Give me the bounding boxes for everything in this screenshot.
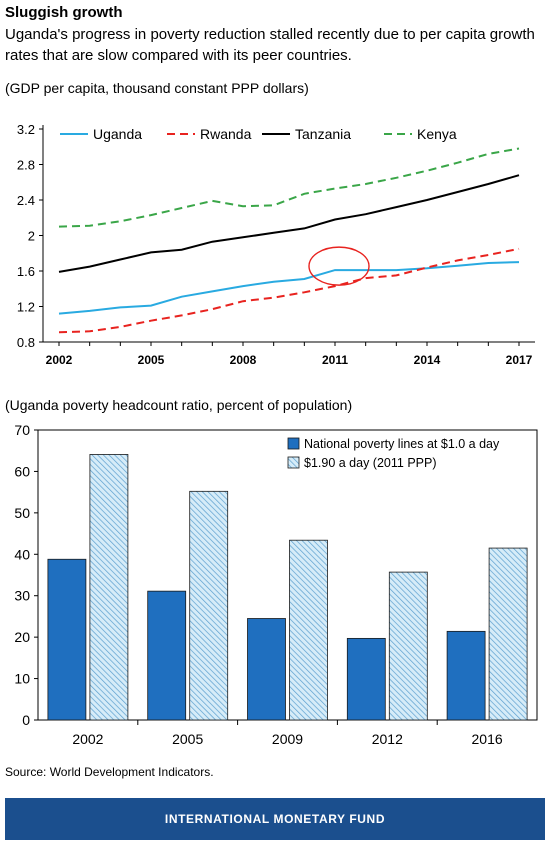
- x-tick-label: 2012: [372, 731, 403, 747]
- y-tick-label: 3.2: [17, 122, 35, 137]
- imf-footer-banner: INTERNATIONAL MONETARY FUND: [5, 798, 545, 840]
- chart-subtitle: Uganda's progress in poverty reduction s…: [5, 26, 535, 64]
- bar-usd190-2016: [488, 547, 528, 721]
- legend-label-kenya: Kenya: [417, 126, 457, 142]
- bar-chart-title: (Uganda poverty headcount ratio, percent…: [5, 397, 353, 413]
- x-tick-label: 2009: [272, 731, 303, 747]
- x-tick-label: 2002: [46, 353, 73, 367]
- legend-swatch-usd190: [287, 456, 300, 469]
- bar-usd190-2005: [189, 490, 229, 721]
- y-tick-label: 0: [22, 712, 30, 728]
- y-tick-label: 2.4: [17, 193, 35, 208]
- line-chart-title: (GDP per capita, thousand constant PPP d…: [5, 80, 309, 96]
- bar-national-2016: [446, 630, 486, 721]
- y-tick-label: 50: [14, 505, 30, 521]
- poverty-bar-chart: 0 10 20 30 40 50 60 70 2002 2005 2009 2012 2016 Natio…: [14, 422, 538, 747]
- x-tick-label: 2005: [138, 353, 165, 367]
- plot-frame: [37, 429, 538, 721]
- gdp-line-chart: 0.8 1.2 1.6 2 2.4 2.8 3.2 2002 2005 2008 2011 2014 2…: [17, 122, 535, 367]
- bar-usd190-2009: [289, 539, 328, 721]
- series-line-uganda: [58, 261, 520, 315]
- x-tick-label: 2005: [172, 731, 203, 747]
- bar-usd190-2012: [388, 571, 428, 721]
- y-tick-label: 20: [14, 629, 30, 645]
- y-tick-label: 0.8: [17, 335, 35, 350]
- legend-label-national: National poverty lines at $1.0 a day: [304, 437, 500, 451]
- x-tick-label: 2016: [472, 731, 503, 747]
- x-tick-label: 2011: [322, 353, 348, 367]
- y-tick-label: 1.6: [17, 264, 35, 279]
- y-tick-label: 2: [28, 229, 35, 244]
- bar-national-2009: [247, 618, 286, 721]
- series-line-tanzania: [58, 174, 520, 273]
- y-tick-label: 40: [14, 546, 30, 562]
- y-tick-label: 70: [14, 422, 30, 438]
- x-tick-label: 2002: [72, 731, 103, 747]
- x-tick-label: 2014: [414, 353, 441, 367]
- y-tick-label: 10: [14, 671, 30, 687]
- x-tick-label: 2017: [506, 353, 533, 367]
- y-tick-label: 1.2: [17, 300, 35, 315]
- bar-national-2002: [47, 558, 87, 721]
- y-tick-label: 2.8: [17, 158, 35, 173]
- legend-label-usd190: $1.90 a day (2011 PPP): [304, 456, 437, 470]
- legend-label-rwanda: Rwanda: [200, 126, 252, 142]
- bar-national-2005: [147, 590, 187, 721]
- chart-title: Sluggish growth: [5, 4, 123, 21]
- annotation-circle: [308, 246, 370, 286]
- bar-usd190-2002: [89, 454, 129, 721]
- series-line-rwanda: [58, 247, 520, 334]
- footer-text: INTERNATIONAL MONETARY FUND: [164, 812, 386, 826]
- series-line-kenya: [58, 147, 520, 228]
- x-tick-label: 2008: [230, 353, 257, 367]
- y-tick-label: 60: [14, 463, 30, 479]
- legend-label-uganda: Uganda: [93, 126, 142, 142]
- legend-swatch-national: [287, 437, 300, 450]
- y-tick-label: 30: [14, 588, 30, 604]
- source-note: Source: World Development Indicators.: [5, 765, 214, 779]
- bar-national-2012: [346, 637, 386, 721]
- legend-label-tanzania: Tanzania: [295, 126, 351, 142]
